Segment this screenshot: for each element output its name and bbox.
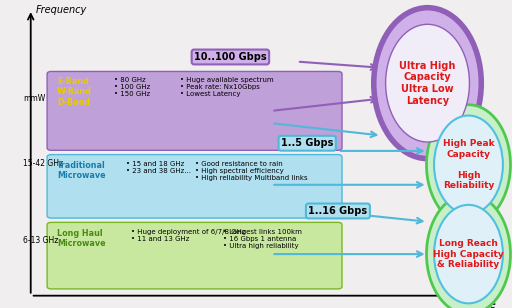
Text: Traditional
Microwave: Traditional Microwave: [57, 160, 105, 180]
Text: 15-42 GHz: 15-42 GHz: [23, 159, 63, 168]
Text: High Peak
Capacity

High
Reliability: High Peak Capacity High Reliability: [443, 140, 494, 190]
Text: 10..100 Gbps: 10..100 Gbps: [194, 52, 267, 62]
FancyBboxPatch shape: [47, 71, 342, 150]
Text: 1..16 Gbps: 1..16 Gbps: [308, 206, 368, 216]
Text: • 80 GHz
• 100 GHz
• 150 GHz: • 80 GHz • 100 GHz • 150 GHz: [114, 77, 151, 97]
FancyBboxPatch shape: [47, 155, 342, 218]
Text: E-Band
W-Band
D-Band: E-Band W-Band D-Band: [57, 77, 92, 107]
Ellipse shape: [426, 105, 510, 225]
Ellipse shape: [386, 24, 470, 142]
Text: Long Reach
High Capacity
& Reliability: Long Reach High Capacity & Reliability: [433, 239, 504, 269]
Text: 6-13 GHz: 6-13 GHz: [23, 236, 58, 245]
Ellipse shape: [434, 205, 503, 303]
Text: 1..5 Gbps: 1..5 Gbps: [281, 138, 333, 148]
Text: Coverage: Coverage: [450, 300, 497, 308]
Ellipse shape: [434, 116, 503, 214]
Text: Ultra High
Capacity
Ultra Low
Latency: Ultra High Capacity Ultra Low Latency: [399, 61, 456, 106]
Text: • Longest links 100km
• 16 Gbps 1 antenna
• Ultra high reliability: • Longest links 100km • 16 Gbps 1 antenn…: [223, 229, 302, 249]
Text: • Huge deployment of 6/7/8 GHz
• 11 and 13 GHz: • Huge deployment of 6/7/8 GHz • 11 and …: [132, 229, 246, 241]
Text: Frequency: Frequency: [36, 5, 87, 14]
Text: mmW: mmW: [23, 94, 45, 103]
Text: • Huge available spectrum
• Peak rate: Nx10Gbps
• Lowest Latency: • Huge available spectrum • Peak rate: N…: [180, 77, 274, 97]
Ellipse shape: [374, 8, 481, 159]
Text: • 15 and 18 GHz
• 23 and 38 GHz...: • 15 and 18 GHz • 23 and 38 GHz...: [126, 160, 191, 174]
Text: Long Haul
Microwave: Long Haul Microwave: [57, 229, 105, 248]
Text: • Good resistance to rain
• High spectral efficiency
• High reliability Multiban: • Good resistance to rain • High spectra…: [195, 160, 307, 180]
Ellipse shape: [426, 194, 510, 308]
FancyBboxPatch shape: [47, 222, 342, 289]
